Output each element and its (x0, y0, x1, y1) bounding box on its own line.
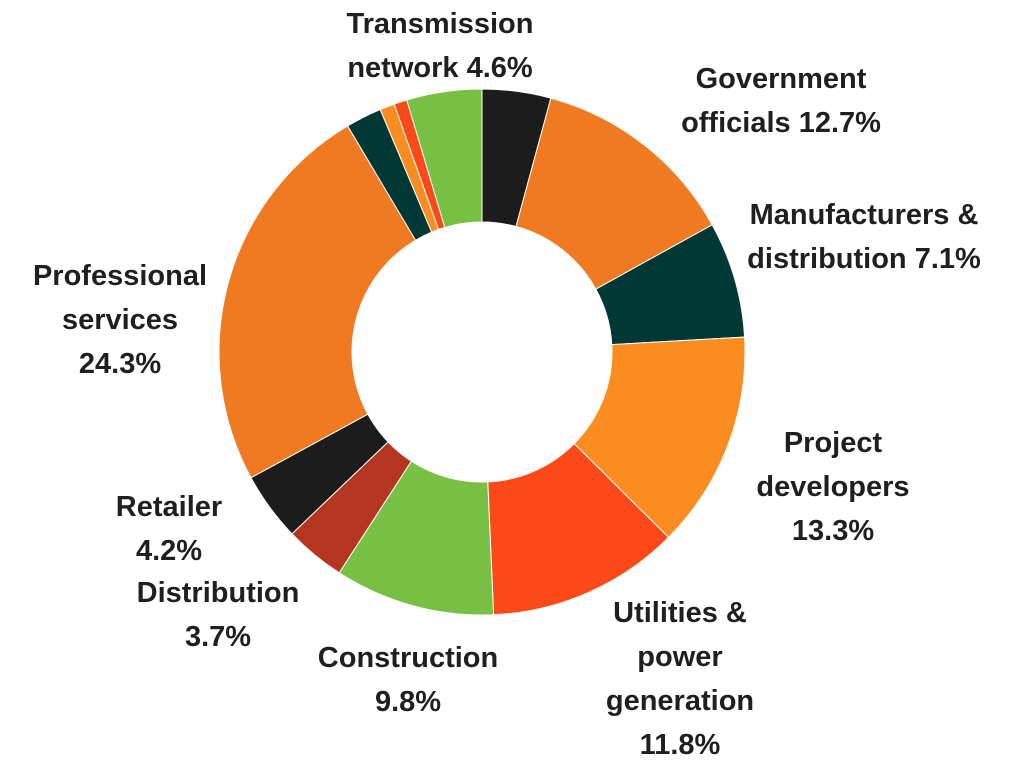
slice-label-line: developers (756, 471, 910, 503)
slice-professional-services (218, 125, 417, 479)
slice-label-line: 4.2% (135, 535, 203, 567)
slice-label-construction: Construction 9.8% (318, 636, 498, 724)
slice-label-line: 11.8% (639, 729, 721, 761)
slice-label-line: generation (605, 685, 755, 717)
slice-label-line: 13.3% (791, 515, 875, 547)
slice-label-line: Transmission (346, 8, 534, 40)
slice-label-line: power (637, 641, 723, 673)
slice-label-line: Retailer (115, 491, 223, 523)
slice-label-utilities-power-generation: Utilities & power generation 11.8% (606, 591, 754, 767)
slice-label-project-developers: Project developers 13.3% (756, 421, 909, 553)
slice-label-line: officials 12.7% (681, 107, 881, 139)
slice-label-retailer: Retailer 4.2% (116, 485, 222, 573)
slice-label-line: Distribution (136, 577, 300, 609)
slice-label-line: Manufacturers & (749, 199, 979, 231)
slice-label-line: Professional (32, 260, 208, 292)
slice-label-line: Construction (317, 642, 499, 674)
slice-label-government-officials: Government officials 12.7% (681, 57, 881, 145)
slice-label-line: 24.3% (78, 348, 162, 380)
slice-label-line: network 4.6% (347, 52, 533, 84)
slice-label-line: Utilities & (613, 597, 747, 629)
slice-label-line: Project (783, 427, 883, 459)
slice-label-professional-services: Professional services 24.3% (33, 254, 207, 386)
slice-label-distribution: Distribution 3.7% (137, 571, 300, 659)
slice-label-line: 9.8% (374, 686, 442, 718)
slice-project-developers (573, 336, 746, 539)
slice-label-transmission-network: Transmission network 4.6% (347, 2, 534, 90)
slice-government-officials (515, 97, 713, 290)
slice-label-line: Government (695, 63, 867, 95)
slice-transmission-network (406, 88, 483, 229)
slice-label-manufacturers-distribution: Manufacturers & distribution 7.1% (747, 193, 981, 281)
slice-label-line: 3.7% (184, 621, 252, 653)
slice-label-line: distribution 7.1% (747, 243, 981, 275)
slice-label-line: services (61, 304, 179, 336)
